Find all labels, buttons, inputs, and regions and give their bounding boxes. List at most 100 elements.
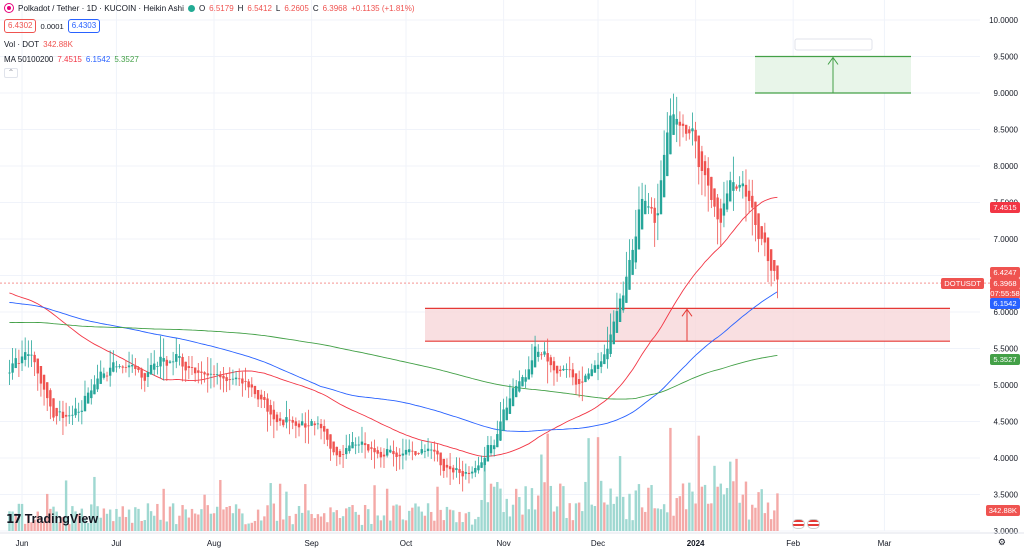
volume-bar	[42, 521, 46, 531]
settings-icon[interactable]: ⚙	[997, 537, 1006, 547]
volume-bar	[763, 513, 767, 531]
candle-body	[360, 441, 364, 445]
us-flag-icon-2[interactable]	[807, 519, 820, 529]
volume-bar	[335, 510, 338, 531]
price-tick-label: 9.0000	[994, 89, 1019, 98]
candle-body	[137, 367, 140, 371]
volume-bar	[439, 509, 442, 531]
volume-bar	[219, 479, 222, 531]
candle-body	[193, 367, 197, 374]
volume-bar	[96, 506, 99, 531]
volume-bar	[467, 511, 471, 531]
candle-body	[263, 397, 266, 400]
candle-body	[706, 168, 710, 186]
volume-bar	[464, 513, 468, 531]
buy-button[interactable]: 6.4303	[67, 19, 101, 33]
volume-bar	[112, 521, 115, 531]
volume-bar	[159, 519, 162, 531]
symbol-title[interactable]: Polkadot / Tether · 1D · KUCOIN · Heikin…	[18, 3, 184, 13]
volume-bar	[278, 483, 282, 531]
volume-bar	[647, 487, 650, 531]
volume-bar	[351, 505, 354, 531]
candle-body	[757, 213, 760, 239]
market-open-icon	[187, 4, 195, 12]
candle-body	[134, 365, 137, 369]
candle-body	[200, 371, 203, 373]
candle-body	[474, 468, 477, 473]
time-tick-label: 2024	[687, 539, 705, 548]
volume-bar	[52, 506, 55, 531]
candle-body	[203, 372, 206, 375]
close-value: 6.3968	[322, 3, 348, 13]
volume-bar	[521, 514, 524, 531]
candle-body	[260, 394, 263, 400]
volume-bar	[729, 461, 732, 531]
volume-bar	[313, 518, 316, 531]
candle-body	[238, 378, 241, 380]
tradingview-logo[interactable]: 17 TradingView	[6, 512, 98, 526]
candle-body	[297, 423, 301, 428]
volume-bar	[480, 499, 483, 531]
volume-bar	[130, 522, 134, 531]
candle-body	[669, 115, 672, 155]
candle-body	[688, 129, 691, 134]
candle-body	[168, 361, 172, 363]
candle-body	[266, 398, 269, 412]
candle-body	[439, 452, 442, 466]
volume-bar	[115, 508, 118, 531]
candle-body	[285, 417, 288, 423]
volume-bar	[162, 488, 165, 531]
candle-body	[751, 195, 754, 208]
candle-body	[272, 409, 276, 420]
candle-body	[559, 369, 562, 371]
candle-body	[99, 371, 102, 384]
collapse-legend-icon[interactable]: ⌃	[4, 68, 18, 78]
time-tick-label: Jul	[111, 539, 121, 548]
support-arrow-head	[681, 308, 693, 317]
candle-body	[225, 377, 228, 382]
candle-body	[423, 450, 427, 452]
sell-button[interactable]: 6.4302	[4, 19, 37, 33]
moving-averages	[9, 196, 778, 457]
ma-legend[interactable]: MA 50100200 7.4515 6.1542 5.3527	[4, 55, 139, 64]
volume-bar	[426, 503, 430, 531]
change-value: +0.1135 (+1.81%)	[351, 3, 415, 13]
candle-body	[395, 452, 398, 457]
candle-body	[215, 374, 219, 376]
time-tick-label: Dec	[591, 539, 605, 548]
open-label: O	[198, 3, 206, 13]
candle-body	[694, 129, 697, 142]
candle-body	[404, 449, 408, 455]
volume-bar	[552, 511, 556, 531]
candle-body	[530, 360, 534, 375]
price-tick-label: 3.5000	[994, 491, 1019, 500]
candle-body	[288, 419, 291, 421]
candle-body	[568, 369, 571, 371]
candle-body	[754, 201, 757, 225]
candle-body	[130, 365, 134, 367]
candle-body	[175, 354, 178, 362]
volume-bar	[244, 524, 247, 531]
us-flag-icon[interactable]	[792, 519, 805, 529]
volume-bar	[345, 508, 348, 531]
candle-body	[348, 445, 351, 452]
candle-body	[625, 276, 628, 303]
ma200-legend-value: 5.3527	[114, 55, 139, 64]
candle-body	[61, 411, 65, 419]
ma100-line	[9, 291, 778, 432]
volume-bar	[322, 513, 326, 531]
candle-body	[562, 368, 565, 371]
volume-bar	[20, 503, 24, 531]
volume-bar	[140, 520, 143, 531]
volume-bar	[14, 513, 17, 531]
candle-body	[68, 415, 71, 417]
volume-bar	[190, 508, 194, 531]
volume-bar	[90, 504, 93, 531]
volume-bar	[511, 504, 515, 531]
candle-body	[448, 466, 452, 470]
volume-legend[interactable]: Vol · DOT 342.88K	[4, 40, 73, 49]
volume-bar	[266, 505, 269, 531]
candle-body	[17, 363, 21, 364]
volume-bar	[171, 503, 175, 531]
